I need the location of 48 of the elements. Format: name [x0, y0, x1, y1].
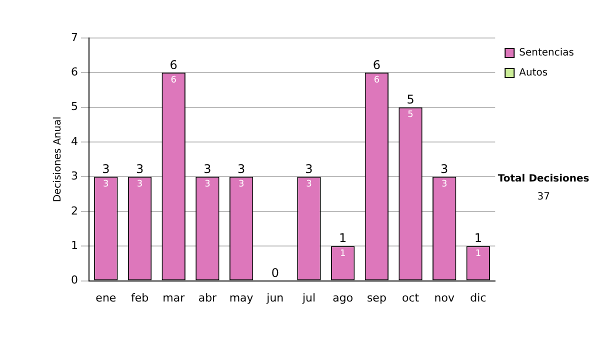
data-label: 3: [204, 180, 210, 190]
data-label: 3: [238, 180, 244, 190]
total-label: 5: [406, 92, 414, 106]
total-label: 3: [440, 162, 448, 176]
total-label: 3: [237, 162, 246, 176]
data-label: 6: [170, 76, 177, 86]
x-tick-label: sep: [366, 291, 386, 304]
y-tick-label: 1: [71, 238, 78, 252]
x-tick-label: jul: [301, 291, 316, 304]
y-tick-label: 6: [71, 66, 78, 79]
x-tick-label: mar: [162, 291, 186, 304]
text: Total Decisiones: [498, 173, 590, 184]
total-label: 3: [136, 162, 144, 176]
total-label: 1: [474, 231, 482, 246]
y-axis-title: Decisiones Anual: [52, 116, 64, 202]
data-label: 1: [475, 248, 482, 259]
y-tick-label: 4: [71, 134, 78, 148]
x-tick-label: may: [229, 291, 254, 304]
y-tick-label: 0: [71, 274, 78, 287]
total-label: 1: [339, 231, 347, 246]
total-label: 3: [204, 162, 212, 176]
y-tick-label: 3: [71, 170, 78, 183]
data-label: 3: [442, 180, 448, 190]
data-label: 6: [374, 76, 380, 86]
data-label: 3: [103, 180, 109, 190]
text: 37: [537, 191, 550, 202]
legend-label: Autos: [519, 68, 548, 79]
x-tick-label: abr: [198, 291, 218, 304]
total-label: 3: [305, 162, 313, 176]
data-label: 3: [306, 180, 312, 190]
x-tick-label: jun: [266, 291, 284, 304]
legend-label: Sentencias: [519, 48, 574, 59]
y-tick-label: 2: [71, 204, 78, 218]
x-tick-label: dic: [470, 291, 486, 304]
total-label: 6: [372, 58, 380, 72]
total-label: 0: [271, 266, 279, 280]
x-tick-label: feb: [130, 291, 149, 304]
data-label: 5: [408, 110, 414, 120]
data-label: 3: [136, 180, 143, 190]
total-label: 6: [170, 58, 178, 72]
total-label: 3: [102, 162, 110, 176]
y-tick-label: 5: [71, 100, 78, 114]
x-tick-label: ene: [96, 291, 116, 304]
x-tick-label: nov: [434, 291, 455, 304]
data-label: 1: [340, 248, 346, 259]
y-tick-label: 7: [71, 30, 78, 44]
x-tick-label: oct: [402, 291, 420, 304]
x-tick-label: ago: [332, 291, 354, 304]
